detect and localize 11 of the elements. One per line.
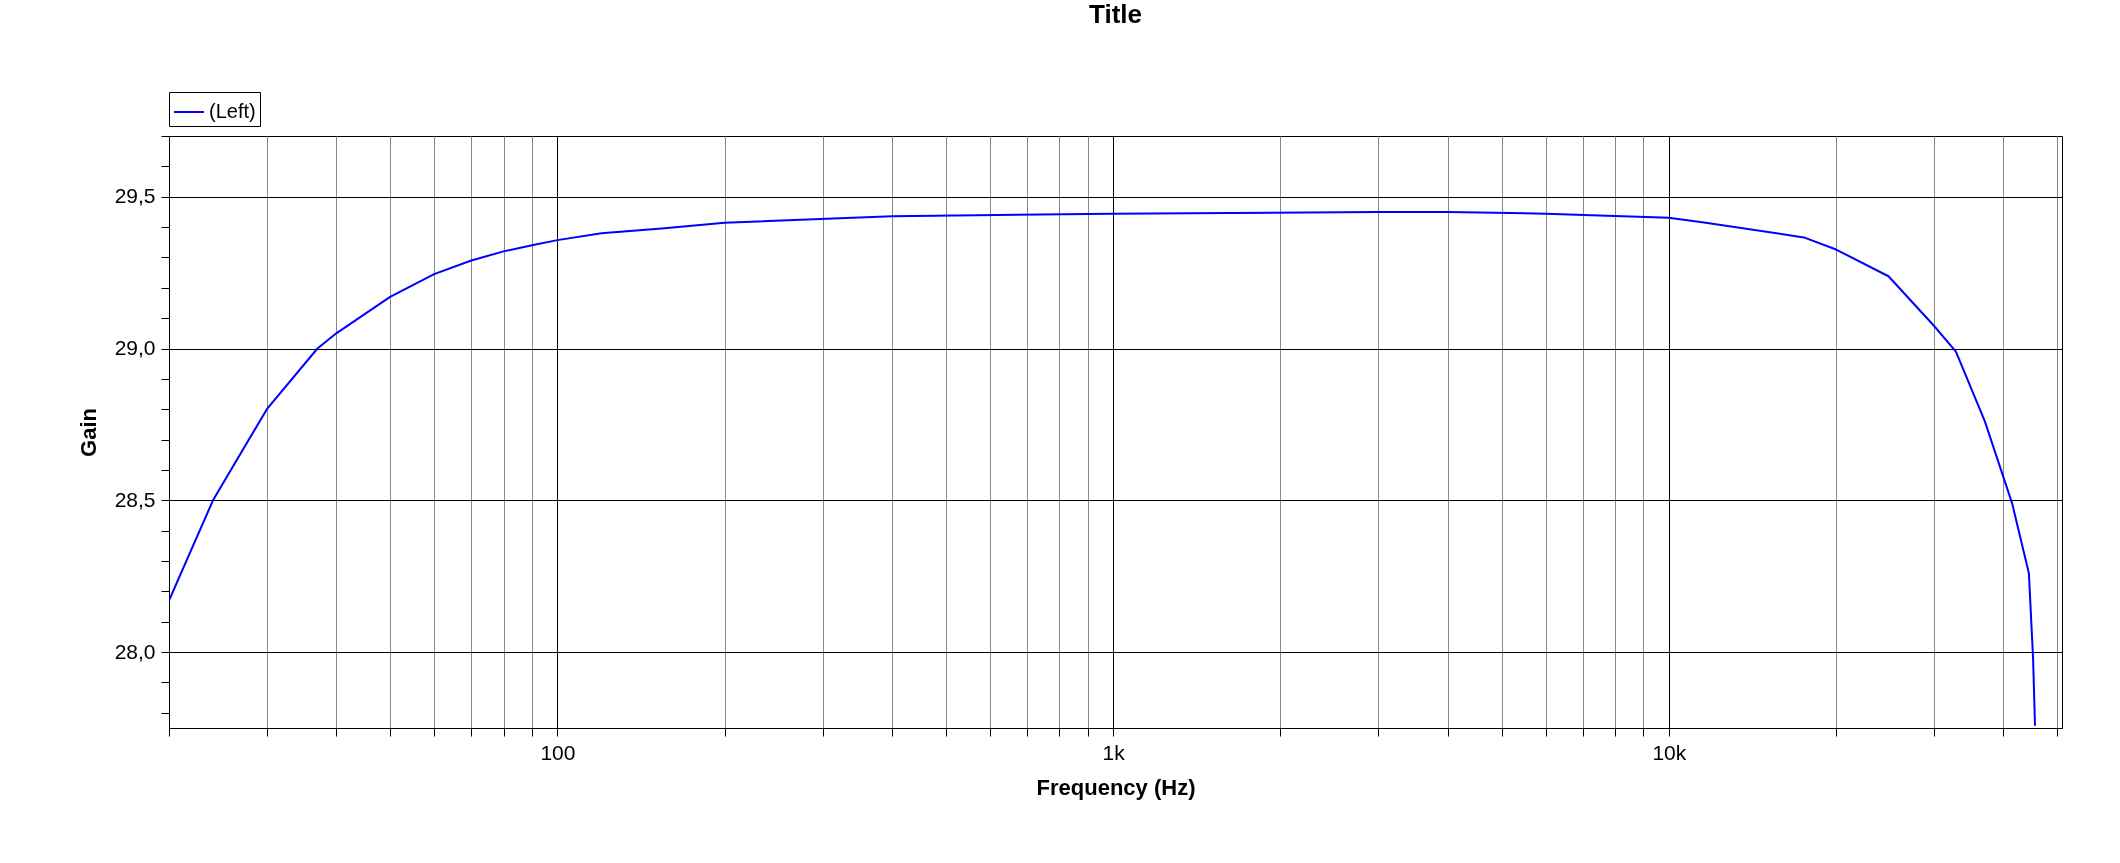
- chart-title: Title: [1089, 0, 1142, 29]
- y-tick-label: 28,5: [114, 487, 156, 511]
- x-tick-label: 1k: [1102, 740, 1126, 764]
- x-tick-label: 10k: [1652, 740, 1687, 764]
- x-axis-title: Frequency (Hz): [1036, 774, 1196, 800]
- legend-label: (Left): [209, 100, 256, 122]
- x-tick-label: 100: [540, 740, 576, 764]
- y-tick-label: 29,5: [114, 184, 156, 208]
- y-tick-label: 29,0: [114, 336, 156, 360]
- y-axis-title: Gain: [75, 408, 101, 457]
- y-tick-label: 28,0: [114, 639, 156, 663]
